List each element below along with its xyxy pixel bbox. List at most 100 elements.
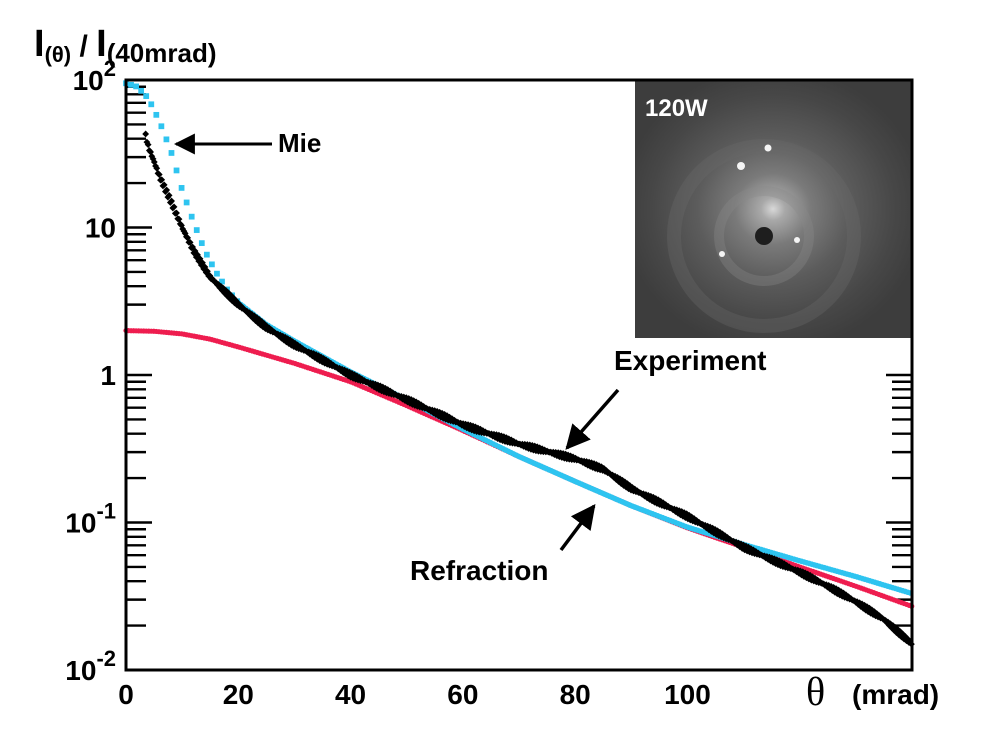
data-point [178, 221, 185, 229]
x-tick-label: 100 [664, 679, 711, 710]
annotation-refraction: Refraction [410, 504, 596, 586]
data-point [178, 185, 185, 191]
diffraction-spot [794, 237, 800, 243]
data-point [175, 215, 183, 223]
y-tick-label: 10-1 [65, 499, 116, 539]
x-axis-symbol: θ [806, 669, 825, 714]
data-point [258, 318, 266, 325]
x-tick-labels: 0 20 40 60 80 100 [118, 679, 711, 710]
data-point [160, 181, 168, 189]
data-point [662, 501, 670, 508]
data-point [214, 270, 220, 277]
y-minor-ticks-left [126, 85, 152, 672]
beam-stop [755, 227, 773, 245]
data-point [144, 141, 152, 149]
data-point [168, 197, 175, 205]
data-point [183, 199, 190, 206]
annotation-experiment: Experiment [565, 345, 767, 450]
data-point [203, 251, 210, 258]
data-point [198, 240, 205, 246]
data-point [227, 291, 235, 299]
data-point [206, 272, 214, 280]
data-point [323, 360, 331, 368]
refraction-label: Refraction [410, 555, 548, 586]
data-point [564, 451, 572, 459]
data-point [279, 332, 287, 340]
x-tick-label: 60 [447, 679, 478, 710]
data-point [193, 227, 200, 233]
data-point [138, 87, 145, 94]
data-point [311, 354, 319, 362]
data-point [287, 341, 295, 349]
data-point [148, 101, 155, 108]
data-point [173, 167, 180, 174]
data-point [246, 309, 253, 317]
data-point [353, 372, 361, 380]
data-point [409, 401, 416, 408]
data-point [184, 234, 192, 242]
data-point [611, 472, 619, 480]
data-point [128, 81, 134, 88]
series-experiment [142, 130, 915, 648]
data-point [163, 186, 171, 194]
data-point [158, 176, 166, 184]
x-axis-unit: (mrad) [852, 679, 939, 710]
data-point [317, 353, 325, 361]
data-point [186, 239, 194, 246]
data-point [600, 464, 608, 472]
experiment-arrow [565, 388, 620, 450]
data-point [276, 331, 284, 339]
plot-frame [124, 78, 914, 672]
data-point [232, 297, 240, 304]
data-point [153, 164, 161, 172]
experiment-label: Experiment [614, 345, 767, 376]
data-point [155, 171, 163, 178]
diffraction-spot [719, 251, 725, 257]
data-point [417, 401, 425, 409]
data-point [165, 192, 173, 199]
data-point [133, 83, 139, 90]
data-point [243, 307, 251, 315]
data-point [229, 294, 237, 302]
data-point [209, 261, 215, 268]
y-axis-label: I(θ) / I(40mrad) [34, 23, 217, 68]
data-point [191, 247, 199, 255]
data-point [204, 267, 211, 275]
x-tick-label: 80 [560, 679, 591, 710]
mie-label: Mie [278, 128, 321, 158]
data-point [153, 111, 160, 118]
data-point [143, 93, 150, 99]
inset-image: 120W [635, 80, 911, 338]
data-point [252, 317, 259, 325]
data-point [188, 213, 195, 220]
x-tick-label: 20 [223, 679, 254, 710]
data-point [281, 333, 289, 341]
data-point [500, 433, 508, 441]
annotation-mie: Mie [173, 128, 321, 158]
data-point [219, 278, 225, 285]
data-point [194, 251, 201, 259]
data-point [173, 209, 180, 217]
y-tick-labels: 102 10 1 10-1 10-2 [65, 56, 116, 686]
data-point [163, 136, 170, 143]
diffraction-spot [764, 144, 772, 152]
data-point [158, 123, 165, 130]
data-point [180, 227, 188, 235]
data-point [149, 155, 157, 163]
data-point [494, 435, 502, 442]
data-point [647, 492, 655, 500]
data-point [168, 150, 175, 156]
data-point [142, 130, 150, 138]
x-tick-label: 0 [118, 679, 134, 710]
data-point [170, 203, 178, 211]
y-tick-label: 10-2 [65, 646, 116, 686]
y-tick-label: 102 [73, 56, 116, 96]
inset-label: 120W [645, 95, 708, 122]
x-tick-label: 40 [335, 679, 366, 710]
data-point [430, 409, 437, 417]
refraction-arrow [559, 504, 596, 552]
y-tick-label: 1 [100, 360, 116, 391]
y-tick-label: 10 [85, 213, 116, 244]
data-layer [123, 80, 915, 648]
